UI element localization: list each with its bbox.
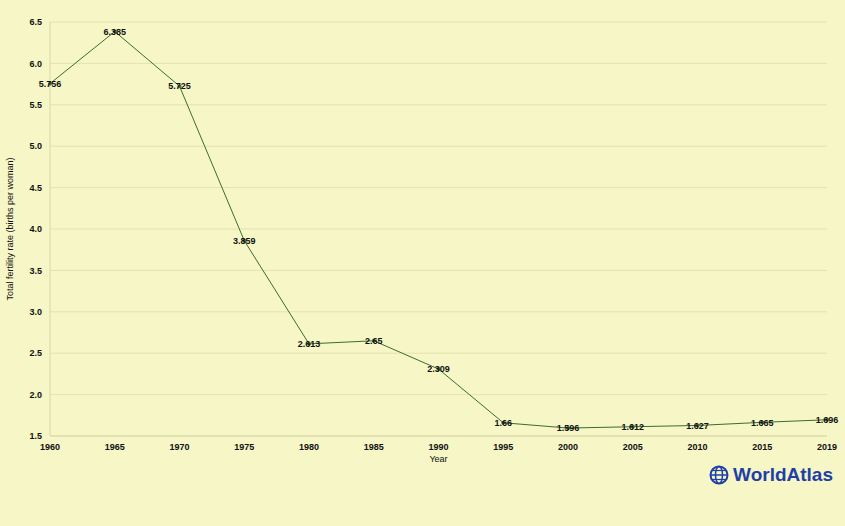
- svg-text:4.0: 4.0: [29, 224, 42, 234]
- svg-text:3.859: 3.859: [233, 236, 256, 246]
- svg-text:1.665: 1.665: [751, 418, 774, 428]
- svg-text:1980: 1980: [299, 442, 319, 452]
- svg-text:1.596: 1.596: [557, 423, 580, 433]
- svg-text:2000: 2000: [558, 442, 578, 452]
- svg-text:5.725: 5.725: [168, 81, 191, 91]
- svg-text:3.5: 3.5: [29, 266, 42, 276]
- svg-text:2010: 2010: [687, 442, 707, 452]
- svg-text:1970: 1970: [169, 442, 189, 452]
- svg-text:1965: 1965: [105, 442, 125, 452]
- svg-text:1.66: 1.66: [494, 418, 512, 428]
- svg-text:2.0: 2.0: [29, 390, 42, 400]
- svg-text:1990: 1990: [428, 442, 448, 452]
- svg-text:Year: Year: [429, 454, 447, 464]
- svg-text:1960: 1960: [40, 442, 60, 452]
- svg-text:2019: 2019: [817, 442, 837, 452]
- svg-text:3.0: 3.0: [29, 307, 42, 317]
- svg-text:1.612: 1.612: [621, 422, 644, 432]
- svg-text:6.5: 6.5: [29, 17, 42, 27]
- svg-text:2.309: 2.309: [427, 364, 450, 374]
- svg-text:1995: 1995: [493, 442, 513, 452]
- svg-text:4.5: 4.5: [29, 183, 42, 193]
- svg-text:2.5: 2.5: [29, 348, 42, 358]
- svg-text:5.5: 5.5: [29, 100, 42, 110]
- svg-text:6.0: 6.0: [29, 59, 42, 69]
- svg-text:6.385: 6.385: [103, 27, 126, 37]
- svg-text:2.65: 2.65: [365, 336, 383, 346]
- svg-text:2015: 2015: [752, 442, 772, 452]
- svg-text:1.627: 1.627: [686, 421, 709, 431]
- svg-text:2.613: 2.613: [298, 339, 321, 349]
- svg-text:1.696: 1.696: [816, 415, 837, 425]
- svg-text:1975: 1975: [234, 442, 254, 452]
- svg-text:Total fertility rate (births p: Total fertility rate (births per woman): [8, 157, 15, 300]
- html-text:WorldAtlas: WorldAtlas: [733, 464, 833, 485]
- svg-text:5.756: 5.756: [39, 79, 62, 89]
- svg-text:2005: 2005: [623, 442, 643, 452]
- svg-text:5.0: 5.0: [29, 141, 42, 151]
- svg-text:1.5: 1.5: [29, 431, 42, 441]
- svg-text:1985: 1985: [364, 442, 384, 452]
